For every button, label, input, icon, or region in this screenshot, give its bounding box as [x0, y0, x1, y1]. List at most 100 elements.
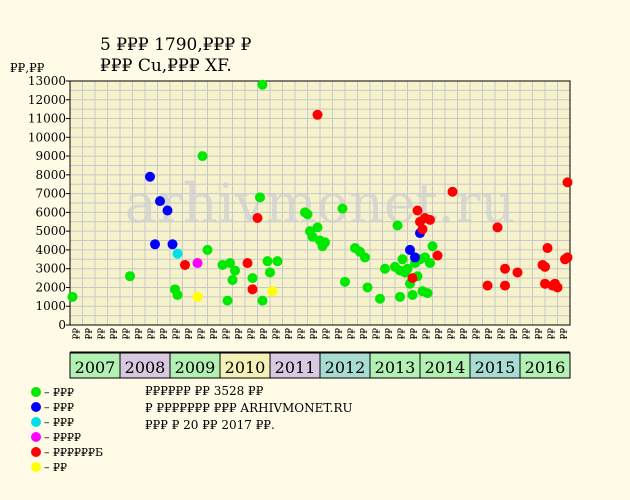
data-point	[395, 291, 405, 302]
plot-border	[69, 80, 571, 326]
quarter-label: ₽₽	[347, 328, 357, 340]
year-cell	[469, 352, 521, 379]
year-cell	[219, 352, 271, 379]
year-label: 2013	[375, 358, 416, 377]
y-tick-label: 2000	[35, 280, 66, 294]
data-point	[202, 244, 213, 255]
data-point	[427, 241, 438, 252]
year-cell	[519, 352, 571, 379]
quarter-label: ₽₽	[222, 328, 232, 340]
data-point	[312, 109, 323, 120]
y-tick-label: 9000	[35, 149, 66, 163]
notes: ₽₽₽₽₽₽ ₽₽ 3528 ₽₽ ₽ ₽₽₽₽₽₽₽ ₽₽₽ ARHIVMONE…	[145, 384, 353, 432]
data-point	[302, 209, 313, 220]
legend-marker	[31, 417, 41, 427]
data-point	[222, 295, 233, 306]
data-point	[397, 254, 408, 265]
data-point	[272, 256, 283, 267]
data-point	[340, 276, 350, 287]
data-point	[512, 267, 523, 278]
year-cell	[69, 352, 121, 379]
quarter-label: ₽₽	[110, 328, 120, 340]
quarter-label: ₽₽	[247, 328, 257, 340]
legend-marker	[31, 387, 41, 397]
quarter-label: ₽₽	[397, 328, 407, 340]
quarter-label: ₽₽	[297, 328, 307, 340]
quarter-label: ₽₽	[197, 328, 207, 340]
quarter-label: ₽₽	[372, 328, 382, 340]
legend: – ₽₽₽ – ₽₽₽ – ₽₽₽ – ₽₽₽₽ – ₽₽₽₽₽₽Б – ₽₽	[31, 386, 103, 474]
legend-label: – ₽₽₽₽	[44, 431, 81, 444]
legend-label: – ₽₽₽	[44, 416, 74, 429]
quarter-label: ₽₽	[560, 328, 570, 340]
year-cell	[419, 352, 471, 379]
data-point	[150, 239, 160, 250]
legend-label: – ₽₽₽	[44, 401, 74, 414]
year-label: 2011	[275, 358, 316, 377]
y-tick-label: 13000	[28, 74, 66, 88]
data-point	[492, 222, 503, 233]
quarter-label: ₽₽	[235, 328, 245, 340]
quarter-label: ₽₽	[460, 328, 470, 340]
data-point	[542, 243, 553, 254]
quarter-label: ₽₽	[385, 328, 395, 340]
quarter-label: ₽₽	[472, 328, 482, 340]
data-point	[402, 263, 413, 274]
quarter-label: ₽₽	[185, 328, 195, 340]
y-tick-label: 6000	[35, 205, 66, 219]
data-point	[307, 231, 318, 242]
data-point	[447, 186, 458, 197]
chart-subtitle: ₽₽₽ Cu,₽₽₽ XF.	[100, 56, 232, 76]
quarter-labels: ₽₽ ₽₽ ₽₽ ₽₽ ₽₽ ₽₽ ₽₽ ₽₽ ₽₽ ₽₽ ₽₽ ₽₽ ₽₽ ₽₽ ₽₽ ₽₽ ₽₽ ₽₽ ₽₽ ₽₽…	[70, 328, 570, 353]
year-cell	[269, 352, 321, 379]
quarter-label: ₽₽	[322, 328, 332, 340]
legend-label: – ₽₽₽	[44, 386, 74, 399]
year-label: 2012	[325, 358, 366, 377]
data-point	[425, 214, 435, 225]
quarter-label: ₽₽	[410, 328, 420, 340]
data-point	[247, 273, 258, 284]
y-tick-label: 8000	[35, 168, 66, 182]
quarter-label: ₽₽	[422, 328, 432, 340]
quarter-label: ₽₽	[435, 328, 445, 340]
y-tick-label: 0	[58, 318, 66, 332]
legend-marker	[31, 402, 41, 412]
data-point	[230, 265, 240, 276]
quarter-label: ₽₽	[85, 328, 95, 340]
quarter-label: ₽₽	[172, 328, 182, 340]
data-point	[422, 288, 433, 299]
data-point	[217, 259, 228, 270]
quarter-label: ₽₽	[522, 328, 532, 340]
year-label: 2014	[425, 358, 466, 377]
legend-marker	[31, 447, 41, 457]
legend-label: – ₽₽	[44, 461, 67, 474]
data-point	[162, 205, 173, 216]
quarter-label: ₽₽	[547, 328, 557, 340]
data-point	[540, 261, 550, 272]
data-point	[432, 250, 443, 261]
data-point	[247, 284, 258, 295]
quarter-label: ₽₽	[210, 328, 220, 340]
data-point	[320, 237, 330, 248]
data-point	[67, 291, 78, 302]
year-bar: 2007 2008 2009 2010 2011 2012 2013 2014 2015 2016	[69, 352, 571, 379]
quarter-label: ₽₽	[335, 328, 345, 340]
data-points	[67, 79, 573, 306]
data-point	[125, 271, 135, 282]
quarter-label: ₽₽	[485, 328, 495, 340]
chart-title: 5 ₽₽₽ 1790,₽₽₽ ₽	[100, 35, 252, 55]
year-label: 2009	[175, 358, 216, 377]
quarter-label: ₽₽	[160, 328, 170, 340]
data-point	[155, 196, 165, 207]
data-point	[407, 289, 418, 300]
data-point	[172, 248, 183, 259]
data-point	[242, 258, 253, 269]
y-tick-label: 3000	[35, 262, 66, 276]
data-point	[192, 291, 203, 302]
data-point	[227, 274, 238, 285]
data-point	[482, 280, 493, 291]
data-point	[267, 286, 278, 297]
quarter-label: ₽₽	[510, 328, 520, 340]
y-tick-label: 7000	[35, 187, 66, 201]
